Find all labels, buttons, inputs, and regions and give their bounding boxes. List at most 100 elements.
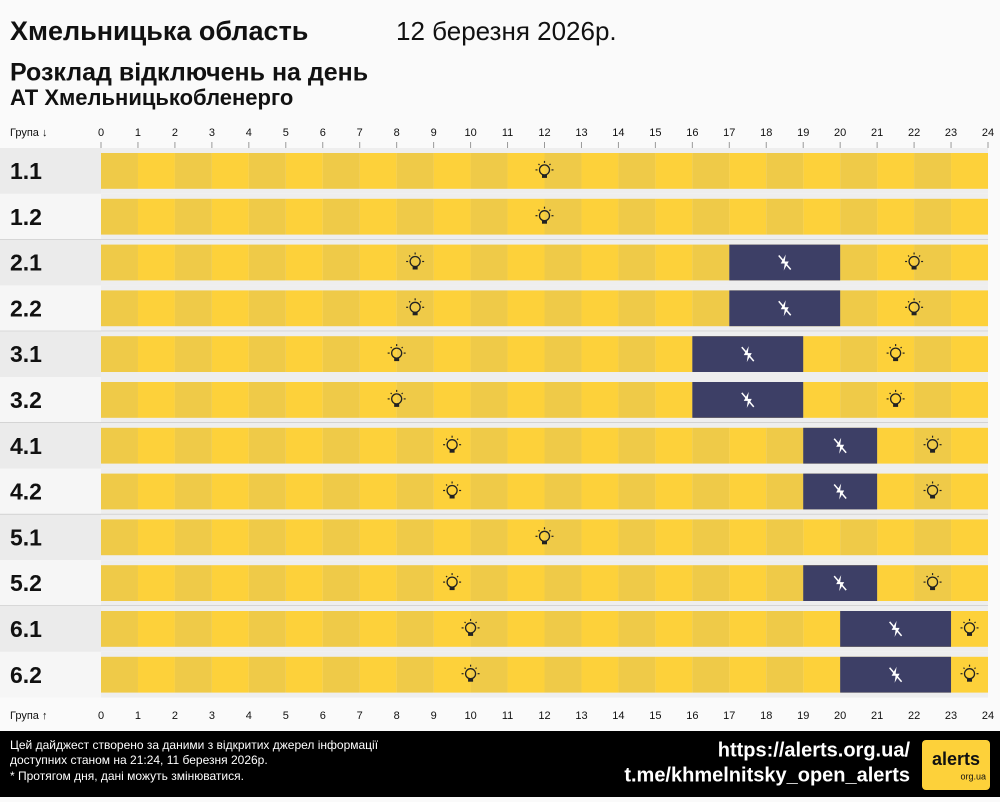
hour-shade — [322, 198, 360, 235]
hour-cell — [101, 473, 138, 510]
hour-cell — [655, 244, 693, 281]
hour-cell — [470, 427, 508, 464]
hour-cell — [211, 473, 249, 510]
x-tick-label: 13 — [575, 710, 587, 722]
hour-cell — [137, 290, 175, 327]
hour-cell — [285, 198, 323, 235]
hour-shade — [914, 473, 952, 510]
x-tick-label: 14 — [612, 127, 624, 139]
hour-shade — [544, 244, 582, 281]
hour-shade — [248, 473, 286, 510]
bulb-icon — [923, 481, 942, 499]
no-power-icon — [741, 391, 755, 408]
hour-cell — [248, 473, 286, 510]
hour-cell — [655, 656, 693, 693]
hour-cell — [322, 198, 360, 235]
x-tick-label: 18 — [760, 127, 772, 139]
hour-cell — [433, 290, 471, 327]
group-label: 5.1 — [10, 524, 42, 550]
hour-cell — [951, 473, 988, 510]
hour-cell — [914, 336, 952, 372]
hour-shade — [544, 198, 582, 235]
hour-cell — [174, 336, 212, 372]
hour-cell — [359, 382, 397, 418]
x-tick-label: 19 — [797, 710, 809, 722]
bulb-ray — [419, 300, 422, 303]
x-tick-label: 13 — [575, 127, 587, 139]
hour-cell — [729, 473, 767, 510]
bulb-ray — [408, 255, 411, 257]
hour-cell — [396, 611, 434, 647]
hour-shade — [470, 244, 508, 281]
hour-cell — [211, 244, 249, 281]
hour-shade — [396, 565, 434, 601]
group-label: 3.1 — [10, 341, 42, 367]
hour-cell — [729, 153, 767, 189]
hour-cell — [396, 656, 434, 693]
bulb-icon — [923, 573, 942, 591]
hour-cell — [137, 244, 175, 281]
hour-cell — [396, 336, 434, 372]
bulb-ray — [549, 209, 551, 212]
hour-cell — [729, 519, 767, 556]
hour-cell — [174, 656, 212, 693]
hour-cell — [322, 153, 360, 189]
hour-cell — [692, 565, 730, 601]
hour-shade — [766, 656, 804, 693]
title: Хмельницька область — [10, 16, 308, 46]
hour-cell — [618, 382, 656, 418]
hour-shade — [692, 427, 730, 464]
no-power-icon — [833, 575, 847, 592]
hour-shade — [396, 656, 434, 693]
hour-cell — [433, 519, 471, 556]
row-label-bg — [0, 651, 101, 698]
hour-cell — [101, 611, 138, 647]
hour-cell — [322, 290, 360, 327]
bulb-ray — [937, 575, 939, 578]
x-tick-label: 16 — [686, 710, 698, 722]
hour-cell — [322, 427, 360, 464]
hour-cell — [803, 611, 841, 647]
x-tick-label: 9 — [431, 710, 437, 722]
bulb-ray — [445, 575, 448, 578]
bulb-ray — [926, 575, 928, 578]
hour-cell — [581, 519, 619, 556]
axis-label-top: Група ↓ — [10, 127, 47, 139]
bulb-ray — [401, 346, 404, 349]
hour-cell — [396, 290, 434, 327]
bolt-strike — [778, 255, 792, 270]
hour-cell — [322, 336, 360, 372]
hour-cell — [396, 244, 434, 281]
group-label: 2.1 — [10, 250, 42, 276]
bulb-ray — [900, 346, 903, 349]
hour-cell — [137, 519, 175, 556]
subtitle: Розклад відключень на день — [10, 59, 368, 87]
row-label-bg — [0, 239, 101, 286]
bulb-base — [893, 403, 899, 407]
x-tick-label: 5 — [283, 710, 289, 722]
bulb-ray — [401, 392, 404, 395]
link[interactable]: https://alerts.org.ua/ — [718, 739, 911, 761]
hour-shade — [840, 198, 878, 235]
hour-cell — [544, 565, 582, 601]
hour-cell — [655, 611, 693, 647]
hour-cell — [877, 382, 915, 418]
hour-cell — [359, 611, 397, 647]
hour-shade — [766, 519, 804, 556]
hour-shade — [174, 290, 212, 327]
bolt-strike — [741, 346, 755, 362]
logo: alerts — [932, 749, 980, 769]
bolt-strike — [833, 438, 847, 454]
bulb-ray — [889, 346, 892, 349]
hour-cell — [137, 611, 175, 647]
x-tick-label: 23 — [945, 127, 957, 139]
hour-cell — [285, 656, 323, 693]
hour-cell — [470, 382, 508, 418]
hour-cell — [248, 244, 286, 281]
hour-cell — [655, 153, 693, 189]
hour-shade — [914, 290, 952, 327]
hour-cell — [396, 198, 434, 235]
hour-cell — [692, 519, 730, 556]
link[interactable]: t.me/khmelnitsky_open_alerts — [624, 764, 910, 786]
x-tick-label: 19 — [797, 127, 809, 139]
